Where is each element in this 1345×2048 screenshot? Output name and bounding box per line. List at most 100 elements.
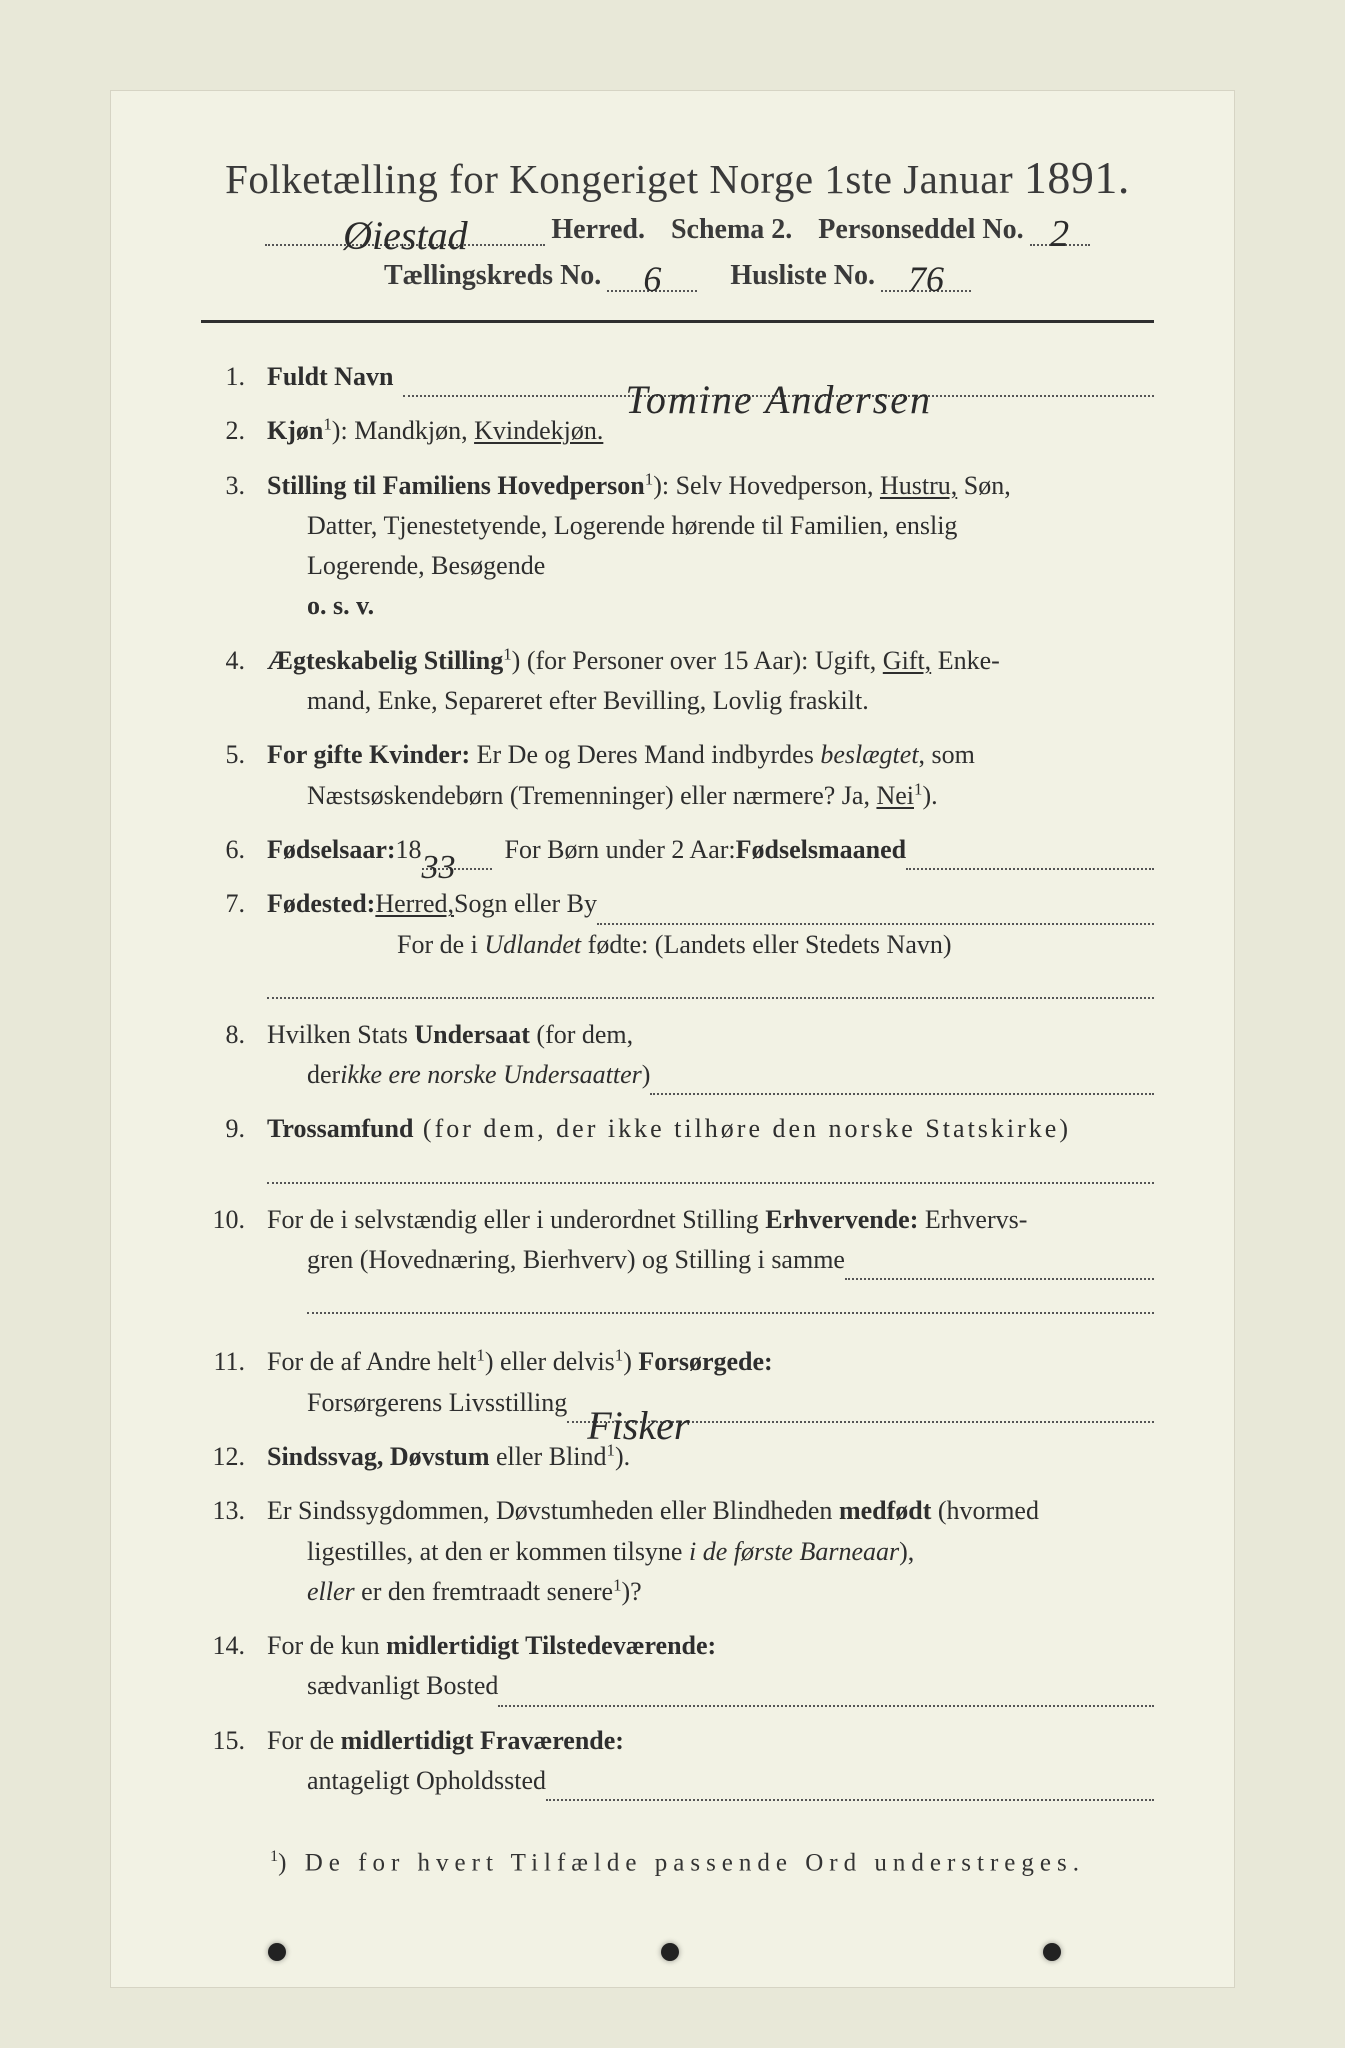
item-15-l2: antageligt Opholdssted [307, 1761, 546, 1801]
census-title: Folketælling for Kongeriget Norge 1ste J… [201, 151, 1154, 204]
item-8-num: 8. [201, 1015, 245, 1096]
item-14-l1b: midlertidigt Tilstedeværende: [386, 1631, 716, 1660]
item-7-b: Sogn eller By [454, 884, 597, 924]
item-3-label: Stilling til Familiens Hovedperson [267, 471, 645, 500]
item-11: 11. For de af Andre helt1) eller delvis1… [201, 1342, 1154, 1423]
item-13-l1b: medfødt [839, 1496, 931, 1525]
item-5: 5. For gifte Kvinder: Er De og Deres Man… [201, 735, 1154, 816]
item-11-l1b: ) eller delvis [485, 1347, 615, 1376]
item-1-value: Tomine Andersen [625, 377, 932, 422]
item-13-body: Er Sindssygdommen, Døvstumheden eller Bl… [267, 1491, 1154, 1612]
item-7-trail [597, 897, 1154, 925]
item-7-l2a: For de i [397, 930, 484, 959]
item-13-l1a: Er Sindssygdommen, Døvstumheden eller Bl… [267, 1496, 839, 1525]
title-year: 1891. [1024, 152, 1130, 203]
item-3-l1a: Selv Hovedperson, [676, 471, 880, 500]
husliste-slot: 76 [881, 256, 971, 292]
item-2-num: 2. [201, 411, 245, 451]
header-line-2: Tællingskreds No. 6 Husliste No. 76 [201, 256, 1154, 292]
item-10-l2: gren (Hovednæring, Bierhverv) og Stillin… [307, 1240, 845, 1280]
item-9: 9. Trossamfund (for dem, der ikke tilhør… [201, 1109, 1154, 1185]
item-13-sup: 1 [613, 1575, 621, 1594]
item-4-l2: mand, Enke, Separeret efter Bevilling, L… [267, 686, 869, 715]
herred-label: Herred. [551, 214, 645, 246]
item-11-l1d: Forsørgede: [638, 1347, 772, 1376]
item-12-body: Sindssvag, Døvstum eller Blind1). [267, 1437, 1154, 1477]
kreds-no: 6 [643, 259, 661, 299]
item-15: 15. For de midlertidigt Fraværende: anta… [201, 1721, 1154, 1802]
item-4-a: Ugift, [815, 646, 883, 675]
form-items: 1. Fuldt Navn Tomine Andersen 2. Kjøn1):… [201, 357, 1154, 1801]
item-8-l2a: der [307, 1055, 340, 1095]
herred-value: Øiestad [343, 213, 467, 258]
item-12-num: 12. [201, 1437, 245, 1477]
item-13-l2c: ), [899, 1537, 914, 1566]
item-7-num: 7. [201, 884, 245, 1001]
item-5-l1b: beslægtet [820, 740, 918, 769]
item-13-num: 13. [201, 1491, 245, 1612]
item-11-sup2: 1 [615, 1346, 623, 1365]
item-15-trail [546, 1773, 1154, 1801]
footnote: 1) De for hvert Tilfælde passende Ord un… [201, 1847, 1154, 1877]
item-10: 10. For de i selvstændig eller i underor… [201, 1200, 1154, 1317]
item-4-paren: (for Personer over 15 Aar): [527, 646, 815, 675]
item-8-l2c: ) [642, 1055, 651, 1095]
item-6-body: Fødselsaar: 1833 For Børn under 2 Aar: F… [267, 830, 1154, 870]
item-3: 3. Stilling til Familiens Hovedperson1):… [201, 466, 1154, 627]
item-13-l3b: er den fremtraadt senere [355, 1577, 613, 1606]
item-8-l1b: Undersaat [414, 1020, 530, 1049]
personseddel-label: Personseddel No. [818, 214, 1023, 246]
item-4-sup: 1 [503, 644, 511, 663]
footnote-text: ) De for hvert Tilfælde passende Ord und… [278, 1850, 1085, 1877]
header-line-1: Øiestad Herred. Schema 2. Personseddel N… [201, 210, 1154, 246]
kreds-slot: 6 [607, 256, 697, 292]
document-sheet: Folketælling for Kongeriget Norge 1ste J… [110, 90, 1235, 1988]
item-6: 6. Fødselsaar: 1833 For Børn under 2 Aar… [201, 830, 1154, 870]
item-11-sup1: 1 [476, 1346, 484, 1365]
item-6-trail [906, 842, 1154, 870]
item-10-dots [307, 1286, 1154, 1314]
item-11-hand: Fisker [587, 1403, 689, 1448]
item-3-l2: Datter, Tjenestetyende, Logerende hørend… [267, 511, 957, 540]
item-5-l1c: , som [919, 740, 975, 769]
item-4-b: Gift, [883, 646, 931, 675]
item-10-trail1 [845, 1252, 1154, 1280]
punch-hole-icon [268, 1943, 286, 1961]
item-6-yh: 33 [422, 849, 456, 886]
item-11-slot: Fisker [567, 1393, 1154, 1423]
item-14-num: 14. [201, 1626, 245, 1707]
item-2-label: Kjøn [267, 416, 323, 445]
item-8-l1a: Hvilken Stats [267, 1020, 414, 1049]
item-1: 1. Fuldt Navn Tomine Andersen [201, 357, 1154, 397]
item-7-l2b: Udlandet [484, 930, 581, 959]
item-5-l1a: Er De og Deres Mand indbyrdes [470, 740, 820, 769]
item-13-l2a: ligestilles, at den er kommen tilsyne [267, 1537, 689, 1566]
punch-hole-icon [1043, 1943, 1061, 1961]
item-5-num: 5. [201, 735, 245, 816]
item-4-body: Ægteskabelig Stilling1) (for Personer ov… [267, 641, 1154, 722]
item-4-num: 4. [201, 641, 245, 722]
item-13-l3c: )? [622, 1577, 642, 1606]
item-8: 8. Hvilken Stats Undersaat (for dem, der… [201, 1015, 1154, 1096]
item-14: 14. For de kun midlertidigt Tilstedevære… [201, 1626, 1154, 1707]
item-13: 13. Er Sindssygdommen, Døvstumheden elle… [201, 1491, 1154, 1612]
item-8-body: Hvilken Stats Undersaat (for dem, der ik… [267, 1015, 1154, 1096]
item-10-num: 10. [201, 1200, 245, 1317]
item-11-num: 11. [201, 1342, 245, 1423]
item-10-l1a: For de i selvstændig eller i underordnet… [267, 1205, 765, 1234]
item-15-body: For de midlertidigt Fraværende: antageli… [267, 1721, 1154, 1802]
husliste-label: Husliste No. [730, 260, 875, 292]
item-6-la: Fødselsaar: [267, 830, 396, 870]
item-7-label: Fødested: [267, 884, 375, 924]
item-2-b: Kvindekjøn. [474, 416, 603, 445]
item-1-body: Fuldt Navn Tomine Andersen [267, 357, 1154, 397]
item-11-body: For de af Andre helt1) eller delvis1) Fo… [267, 1342, 1154, 1423]
item-10-body: For de i selvstændig eller i underordnet… [267, 1200, 1154, 1317]
item-10-l1c: Erhvervs- [918, 1205, 1027, 1234]
item-5-label: For gifte Kvinder: [267, 740, 470, 769]
item-8-l1c: (for dem, [530, 1020, 633, 1049]
item-2-a: Mandkjøn, [354, 416, 474, 445]
item-11-l1a: For de af Andre helt [267, 1347, 476, 1376]
item-15-num: 15. [201, 1721, 245, 1802]
item-13-l3a: eller [267, 1577, 355, 1606]
